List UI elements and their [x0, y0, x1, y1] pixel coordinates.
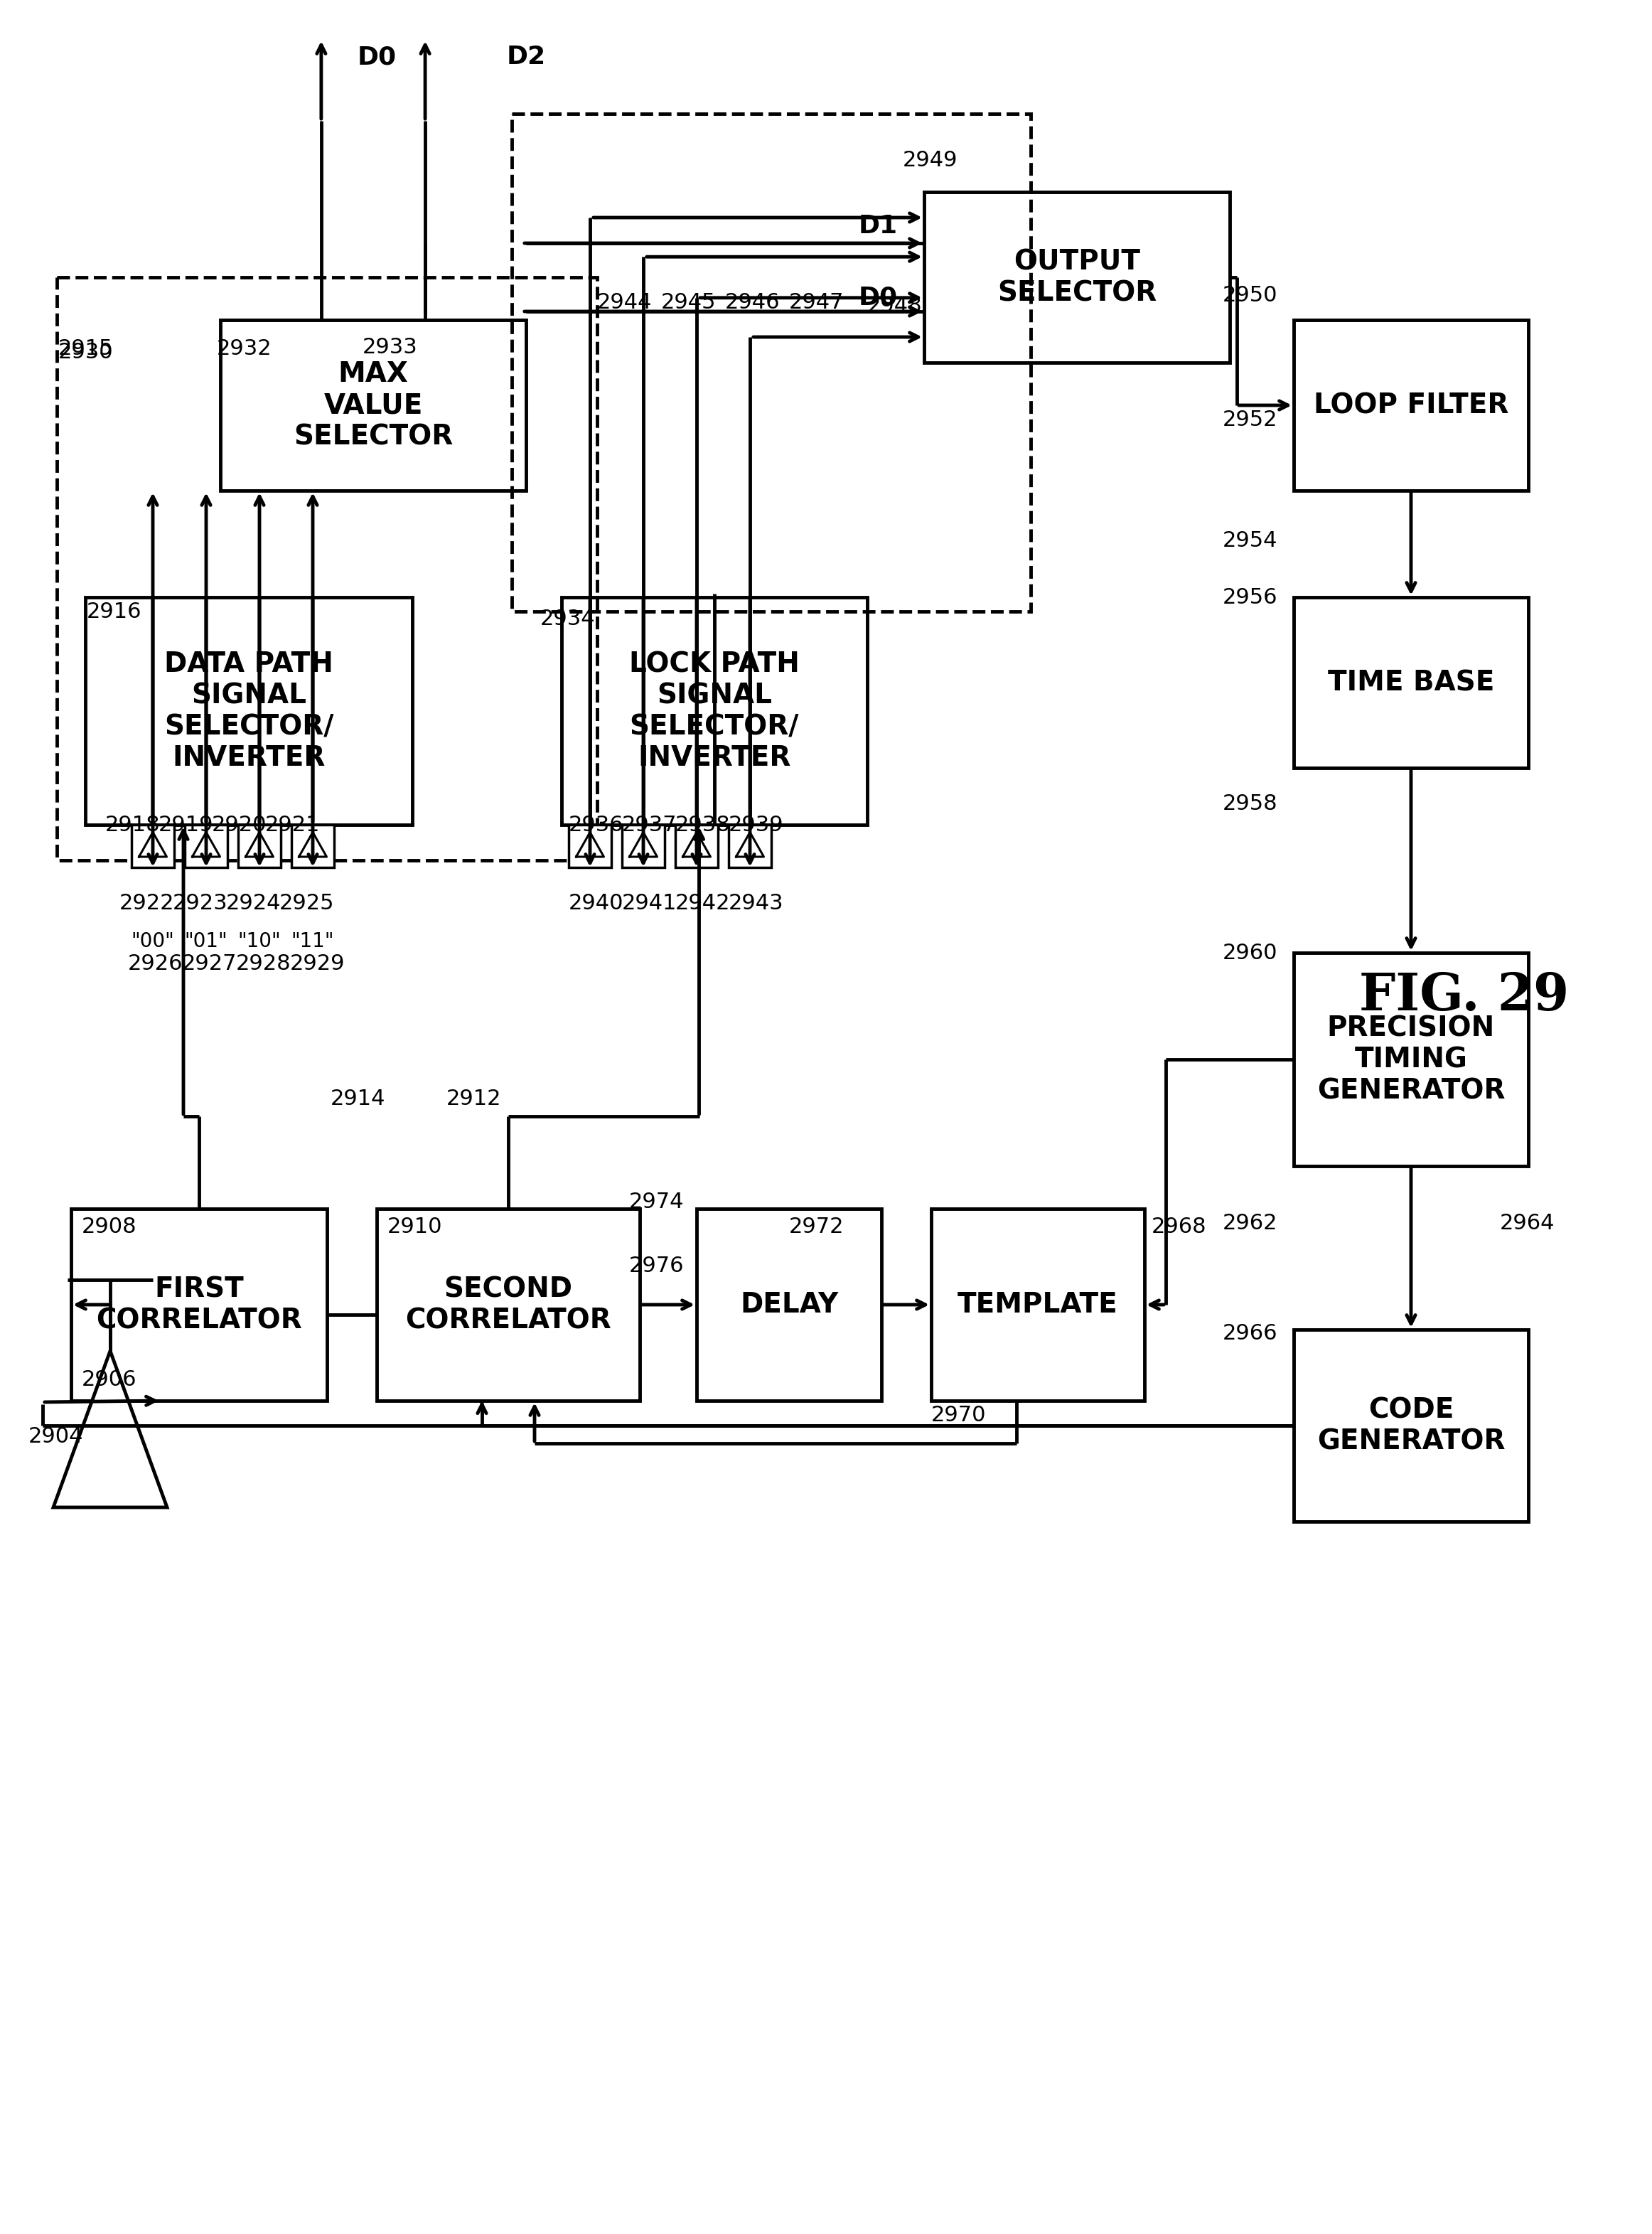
Text: 2933: 2933: [362, 337, 418, 357]
Text: 2910: 2910: [388, 1215, 443, 1238]
Text: 2915: 2915: [58, 337, 114, 360]
Text: 2912: 2912: [446, 1088, 502, 1108]
Text: 2918: 2918: [106, 815, 160, 836]
Text: 2941: 2941: [623, 894, 677, 914]
Text: 2924: 2924: [226, 894, 281, 914]
Text: 2938: 2938: [676, 815, 730, 836]
Polygon shape: [53, 1352, 167, 1508]
Text: 2974: 2974: [629, 1191, 684, 1211]
Bar: [238, 824, 281, 867]
Text: 2972: 2972: [790, 1215, 844, 1238]
Bar: [568, 824, 611, 867]
Text: 2920: 2920: [211, 815, 268, 836]
Text: 2922: 2922: [119, 894, 175, 914]
Text: 2948: 2948: [867, 295, 922, 315]
Text: "11": "11": [291, 932, 334, 952]
Text: 2932: 2932: [216, 337, 273, 360]
Text: 2945: 2945: [661, 293, 717, 313]
Text: 2949: 2949: [902, 150, 958, 170]
Text: 2908: 2908: [81, 1215, 137, 1238]
Text: 2930: 2930: [58, 342, 114, 362]
Text: 2947: 2947: [790, 293, 844, 313]
Bar: [291, 824, 334, 867]
Text: 2970: 2970: [932, 1405, 986, 1425]
FancyBboxPatch shape: [1294, 319, 1528, 491]
Text: 2944: 2944: [596, 293, 653, 313]
Bar: [729, 824, 771, 867]
FancyBboxPatch shape: [86, 596, 413, 824]
Text: 2968: 2968: [1151, 1215, 1206, 1238]
Text: 2958: 2958: [1222, 793, 1279, 813]
Text: "01": "01": [185, 932, 228, 952]
FancyBboxPatch shape: [1294, 596, 1528, 768]
Text: 2916: 2916: [86, 601, 142, 621]
Text: 2939: 2939: [729, 815, 783, 836]
Text: 2906: 2906: [81, 1369, 137, 1390]
Text: TIME BASE: TIME BASE: [1328, 668, 1495, 697]
Text: OUTPUT
SELECTOR: OUTPUT SELECTOR: [998, 248, 1156, 306]
Bar: [676, 824, 719, 867]
Text: 2966: 2966: [1222, 1323, 1277, 1343]
Text: 2937: 2937: [623, 815, 677, 836]
Text: 2943: 2943: [729, 894, 783, 914]
Text: 2919: 2919: [159, 815, 213, 836]
Text: 2964: 2964: [1500, 1213, 1555, 1233]
Text: 2976: 2976: [629, 1256, 684, 1276]
Text: 2925: 2925: [279, 894, 334, 914]
Bar: [185, 824, 228, 867]
Text: D0: D0: [357, 45, 396, 69]
Text: "00": "00": [131, 932, 175, 952]
Text: LOOP FILTER: LOOP FILTER: [1313, 391, 1508, 418]
Text: 2950: 2950: [1222, 284, 1277, 306]
Text: 2921: 2921: [264, 815, 320, 836]
FancyBboxPatch shape: [71, 1209, 327, 1401]
Text: 2904: 2904: [28, 1425, 84, 1448]
Text: CODE
GENERATOR: CODE GENERATOR: [1317, 1396, 1505, 1454]
FancyBboxPatch shape: [562, 596, 867, 824]
Text: DATA PATH
SIGNAL
SELECTOR/
INVERTER: DATA PATH SIGNAL SELECTOR/ INVERTER: [164, 650, 334, 771]
Text: TEMPLATE: TEMPLATE: [958, 1291, 1118, 1318]
FancyBboxPatch shape: [932, 1209, 1145, 1401]
Text: 2952: 2952: [1222, 409, 1277, 429]
Text: 2928: 2928: [236, 954, 291, 974]
Text: 2936: 2936: [568, 815, 624, 836]
Text: FIG. 29: FIG. 29: [1360, 970, 1569, 1021]
Text: 2956: 2956: [1222, 588, 1277, 608]
Text: 2914: 2914: [330, 1088, 385, 1108]
Text: 2927: 2927: [182, 954, 238, 974]
FancyBboxPatch shape: [377, 1209, 639, 1401]
Text: 2926: 2926: [127, 954, 183, 974]
Text: "10": "10": [238, 932, 281, 952]
FancyBboxPatch shape: [697, 1209, 882, 1401]
Text: 2929: 2929: [291, 954, 345, 974]
Text: MAX
VALUE
SELECTOR: MAX VALUE SELECTOR: [294, 360, 453, 449]
Text: D2: D2: [507, 45, 545, 69]
Text: FIRST
CORRELATOR: FIRST CORRELATOR: [96, 1276, 302, 1334]
Text: 2960: 2960: [1222, 943, 1277, 963]
Text: DELAY: DELAY: [740, 1291, 838, 1318]
Text: SECOND
CORRELATOR: SECOND CORRELATOR: [405, 1276, 611, 1334]
FancyBboxPatch shape: [923, 192, 1229, 362]
FancyBboxPatch shape: [1294, 952, 1528, 1166]
Text: D1: D1: [859, 214, 897, 239]
Text: 2934: 2934: [540, 608, 595, 630]
Text: 2942: 2942: [676, 894, 730, 914]
FancyBboxPatch shape: [220, 319, 525, 491]
Text: 2923: 2923: [173, 894, 228, 914]
Text: 2962: 2962: [1222, 1213, 1277, 1233]
Text: 2946: 2946: [725, 293, 780, 313]
Text: D0: D0: [859, 286, 897, 308]
Bar: [623, 824, 664, 867]
Text: PRECISION
TIMING
GENERATOR: PRECISION TIMING GENERATOR: [1317, 1014, 1505, 1104]
Bar: [132, 824, 173, 867]
Text: 2954: 2954: [1222, 529, 1277, 550]
Text: LOCK PATH
SIGNAL
SELECTOR/
INVERTER: LOCK PATH SIGNAL SELECTOR/ INVERTER: [629, 650, 800, 771]
FancyBboxPatch shape: [1294, 1329, 1528, 1521]
Text: 2940: 2940: [568, 894, 624, 914]
